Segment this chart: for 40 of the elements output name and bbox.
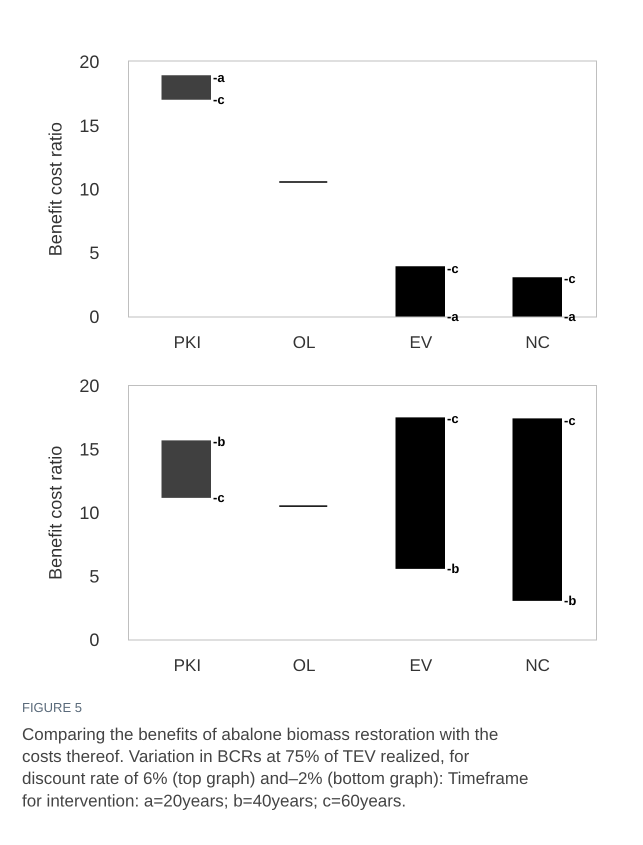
annotation: -c	[213, 490, 225, 505]
y-tick-label: 20	[79, 376, 100, 396]
x-tick-label: EV	[410, 332, 433, 352]
bar	[512, 418, 562, 601]
bar	[396, 266, 445, 317]
y-tick-label: 0	[89, 630, 100, 650]
x-tick-label: EV	[410, 656, 433, 676]
annotation: -a	[447, 309, 460, 324]
x-tick-label: NC	[525, 332, 550, 352]
y-tick-label: 0	[89, 306, 100, 327]
annotation: -c	[213, 92, 225, 107]
y-tick-label: 15	[79, 116, 100, 136]
y-axis-title: Benefit cost ratio	[46, 122, 66, 256]
annotation: -c	[564, 413, 576, 428]
annotation: -b	[564, 593, 576, 608]
x-tick-label: OL	[292, 332, 316, 352]
bar	[512, 277, 562, 317]
bar	[162, 75, 211, 100]
x-tick-label: PKI	[174, 656, 202, 676]
bar	[162, 440, 211, 498]
annotation: -a	[564, 309, 576, 324]
x-tick-label: OL	[292, 656, 316, 676]
y-tick-label: 5	[89, 243, 100, 264]
y-tick-label: 15	[79, 440, 100, 460]
y-axis-title: Benefit cost ratio	[46, 446, 66, 580]
annotation: -c	[447, 261, 459, 276]
x-tick-label: PKI	[174, 332, 202, 352]
bar	[396, 417, 445, 569]
text: Comparing the benefits of abalone biomass restoration with the costs thereof. Variation in BCRs at 75% of TEV realized, for discount rate of 6% (top graph) and–2% (bottom graph): Timeframe for intervention: a=20years; b=40years; c=60years.	[22, 725, 528, 810]
y-tick-label: 20	[79, 52, 100, 72]
annotation: -a	[213, 70, 226, 85]
annotation: -c	[564, 271, 576, 286]
y-tick-label: 10	[79, 179, 100, 200]
annotation: -b	[447, 561, 460, 576]
x-tick-label: NC	[525, 656, 550, 676]
annotation: -b	[213, 434, 226, 449]
y-tick-label: 5	[89, 566, 100, 587]
annotation: -c	[447, 411, 459, 426]
y-tick-label: 10	[79, 503, 100, 524]
caption: FIGURE 5	[22, 700, 82, 715]
